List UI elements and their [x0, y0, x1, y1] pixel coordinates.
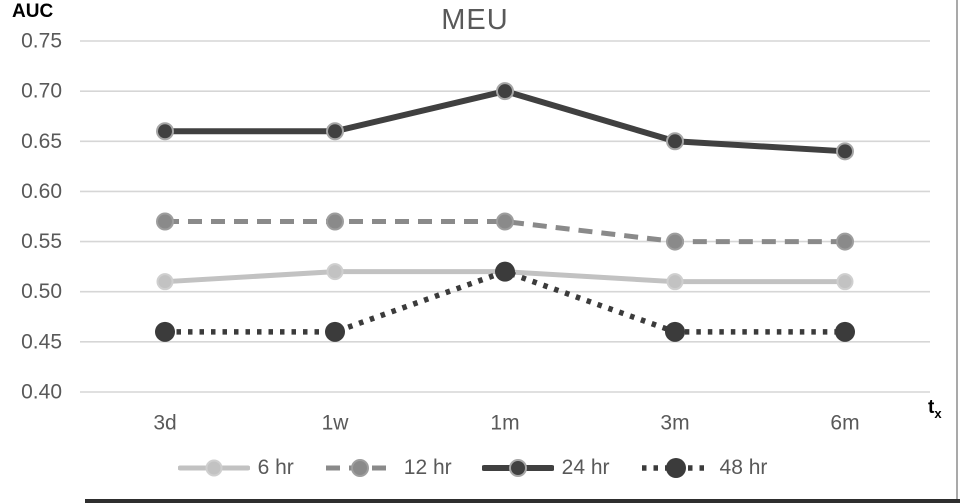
series-marker-48hr [835, 321, 855, 342]
series-marker-6hr [326, 263, 344, 281]
series-marker-48hr [665, 321, 685, 342]
legend-item-48hr: 48 hr [640, 456, 768, 480]
spreadsheet-bottom-border [85, 499, 960, 503]
legend-swatch-24hr [481, 459, 554, 477]
series-marker-48hr [325, 321, 345, 342]
series-marker-12hr [496, 212, 514, 231]
x-tick-label: 1w [322, 412, 350, 435]
y-tick-label: 0.60 [21, 180, 62, 203]
legend-marker [205, 459, 223, 477]
series-marker-48hr [155, 321, 175, 342]
x-tick-label: 6m [830, 412, 859, 435]
series-marker-12hr [326, 212, 344, 231]
legend-swatch-12hr [325, 459, 394, 477]
series-marker-12hr [156, 212, 174, 231]
x-axis-title: tx [928, 397, 942, 421]
x-tick-label: 3d [153, 412, 176, 435]
legend-item-12hr: 12 hr [324, 456, 452, 480]
y-tick-label: 0.50 [21, 280, 62, 303]
series-marker-48hr [495, 261, 515, 282]
x-axis-title-main: t [928, 397, 935, 418]
series-marker-24hr [326, 122, 344, 141]
legend-swatch-48hr [641, 458, 710, 478]
legend-label-6hr: 6 hr [257, 456, 294, 479]
y-tick-label: 0.40 [21, 381, 62, 404]
legend-label-12hr: 12 hr [403, 456, 452, 479]
series-marker-12hr [836, 232, 854, 251]
chart-legend: 6 hr 12 hr 24 hr 48 hr [0, 456, 945, 480]
y-tick-label: 0.55 [21, 230, 62, 253]
legend-marker [350, 459, 369, 477]
series-marker-6hr [836, 273, 854, 291]
legend-label-24hr: 24 hr [561, 456, 610, 479]
series-line-24hr [162, 88, 848, 155]
legend-item-6hr: 6 hr [177, 456, 294, 480]
y-tick-label: 0.75 [21, 30, 62, 53]
series-marker-24hr [836, 142, 854, 161]
y-tick-label: 0.70 [21, 80, 62, 103]
y-tick-label: 0.45 [21, 330, 62, 353]
y-tick-label: 0.65 [21, 130, 62, 153]
x-tick-label: 3m [660, 412, 689, 435]
spreadsheet-right-border [956, 0, 958, 503]
legend-item-24hr: 24 hr [481, 456, 610, 480]
y-axis-title: AUC [12, 1, 54, 22]
legend-swatch-6hr [177, 459, 250, 477]
series-marker-24hr [496, 82, 514, 101]
series-marker-24hr [666, 132, 684, 151]
series-marker-12hr [666, 232, 684, 251]
series-marker-6hr [156, 273, 174, 291]
series-line-48hr [165, 268, 845, 335]
x-tick-label: 1m [490, 412, 519, 435]
x-axis-title-sub: x [934, 405, 942, 421]
series-marker-6hr [666, 273, 684, 291]
legend-marker [665, 458, 686, 478]
legend-label-48hr: 48 hr [719, 456, 768, 479]
series-marker-24hr [156, 122, 174, 141]
legend-marker [508, 459, 527, 477]
chart-title: MEU [441, 4, 509, 36]
